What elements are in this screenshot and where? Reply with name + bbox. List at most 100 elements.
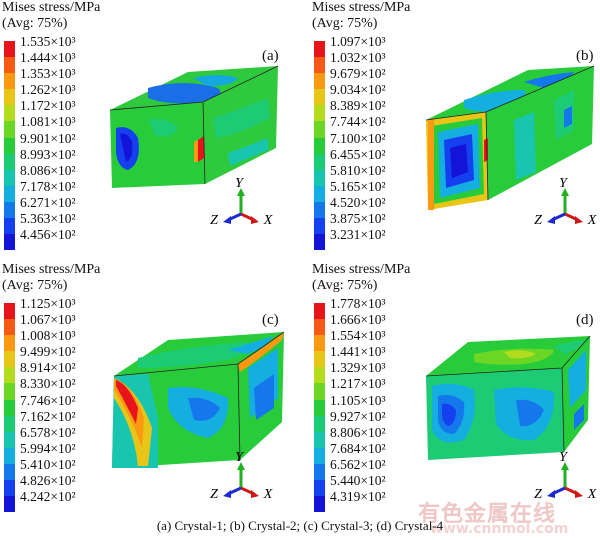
legend-tick: 5.363×10²	[20, 211, 76, 227]
legend-ticks: 1.097×10³ 1.032×10³ 9.679×10² 9.034×10² …	[330, 34, 386, 243]
legend-tick: 1.441×10³	[330, 344, 386, 360]
color-swatch	[4, 431, 15, 448]
color-swatch	[314, 399, 325, 416]
color-swatch	[4, 447, 15, 464]
legend-tick: 1.008×10³	[20, 328, 76, 344]
legend-tick: 1.125×10³	[20, 296, 76, 311]
stress-contour-block	[112, 331, 285, 468]
color-scale	[4, 41, 15, 251]
color-swatch	[4, 41, 15, 58]
color-swatch	[314, 137, 325, 154]
color-swatch	[4, 73, 15, 90]
axis-label-x: X	[587, 213, 597, 228]
color-swatch	[4, 57, 15, 74]
color-swatch	[314, 234, 325, 251]
color-swatch	[314, 351, 325, 368]
legend-tick: 1.666×10³	[330, 312, 386, 328]
legend-tick: 1.217×10³	[330, 376, 386, 392]
color-swatch	[314, 463, 325, 481]
legend-tick: 1.067×10³	[20, 312, 76, 328]
axis-label-z: Z	[210, 213, 218, 228]
legend-title: Mises stress/MPa	[2, 0, 101, 15]
coordinate-triad: Y Z X	[210, 450, 273, 502]
legend-tick: 1.032×10³	[330, 50, 386, 66]
legend-tick: 1.535×10³	[20, 34, 76, 49]
color-swatch	[314, 57, 325, 74]
legend-tick: 7.162×10²	[20, 408, 76, 424]
color-swatch	[314, 201, 325, 219]
axis-label-z: Z	[210, 487, 218, 502]
legend-title: Mises stress/MPa	[312, 262, 411, 277]
legend-tick: 3.231×10²	[330, 227, 386, 243]
legend-tick: 5.994×10²	[20, 440, 76, 456]
legend-tick: 4.319×10²	[330, 489, 386, 505]
panel-label: (a)	[262, 48, 279, 64]
color-swatch	[314, 121, 325, 138]
legend-tick: 9.679×10²	[330, 66, 386, 82]
axis-label-x: X	[263, 487, 273, 502]
color-swatch	[314, 496, 325, 513]
watermark: 有色金属在线	[418, 502, 557, 527]
color-swatch	[314, 480, 325, 497]
legend-tick: 8.914×10²	[20, 360, 76, 376]
legend-tick: 7.744×10²	[330, 114, 386, 130]
color-swatch	[314, 73, 325, 90]
coordinate-triad: Y Z X	[534, 450, 597, 502]
color-swatch	[314, 415, 325, 432]
axis-label-y: Y	[559, 450, 569, 465]
color-swatch	[314, 431, 325, 448]
legend-tick: 4.456×10²	[20, 227, 76, 243]
color-swatch	[314, 41, 325, 58]
legend-title: Mises stress/MPa	[312, 0, 411, 15]
color-swatch	[4, 218, 15, 235]
legend-averaging: (Avg: 75%)	[2, 16, 68, 31]
color-swatch	[4, 169, 15, 186]
panel-label: (d)	[576, 312, 594, 328]
color-swatch	[4, 399, 15, 416]
legend-tick: 9.499×10²	[20, 344, 76, 360]
legend-tick: 7.100×10²	[330, 130, 386, 146]
color-scale	[4, 303, 15, 513]
legend-tick: 5.410×10²	[20, 456, 76, 472]
axis-label-y: Y	[559, 176, 569, 191]
color-swatch	[4, 303, 15, 320]
color-swatch	[4, 201, 15, 219]
color-swatch	[4, 89, 15, 106]
legend-tick: 8.389×10²	[330, 98, 386, 114]
color-swatch	[314, 185, 325, 202]
legend-tick: 5.440×10²	[330, 473, 386, 489]
color-swatch	[314, 383, 325, 400]
legend-tick: 9.034×10²	[330, 82, 386, 98]
color-swatch	[314, 105, 325, 122]
color-swatch	[4, 121, 15, 138]
legend-averaging: (Avg: 75%)	[312, 16, 378, 31]
legend-tick: 1.172×10³	[20, 98, 76, 114]
color-swatch	[4, 496, 15, 513]
legend-tick: 7.178×10²	[20, 178, 76, 194]
color-scale	[314, 41, 325, 251]
color-swatch	[314, 335, 325, 352]
legend-ticks: 1.125×10³ 1.067×10³ 1.008×10³ 9.499×10² …	[20, 296, 76, 505]
color-swatch	[314, 218, 325, 235]
color-swatch	[4, 319, 15, 336]
color-swatch	[4, 351, 15, 368]
legend-ticks: 1.778×10³ 1.666×10³ 1.554×10³ 1.441×10³ …	[330, 296, 386, 505]
color-swatch	[314, 447, 325, 464]
legend-tick: 1.097×10³	[330, 34, 386, 49]
color-swatch	[314, 89, 325, 106]
color-swatch	[314, 169, 325, 186]
axis-label-y: Y	[235, 450, 245, 465]
legend-tick: 3.875×10²	[330, 211, 386, 227]
stress-contour-block	[109, 65, 279, 188]
panel-c: Mises stress/MPa (Avg: 75%) 1.125×10³ 1.…	[0, 262, 300, 524]
legend-tick: 1.554×10³	[330, 328, 386, 344]
axis-label-x: X	[263, 213, 273, 228]
legend-tick: 1.329×10³	[330, 360, 386, 376]
legend-tick: 7.684×10²	[330, 440, 386, 456]
stress-contour-block	[425, 335, 591, 460]
axis-label-z: Z	[534, 487, 542, 502]
stress-contour-block	[425, 65, 595, 210]
legend-title: Mises stress/MPa	[2, 262, 101, 277]
color-swatch	[314, 303, 325, 320]
legend-tick: 9.901×10²	[20, 130, 76, 146]
